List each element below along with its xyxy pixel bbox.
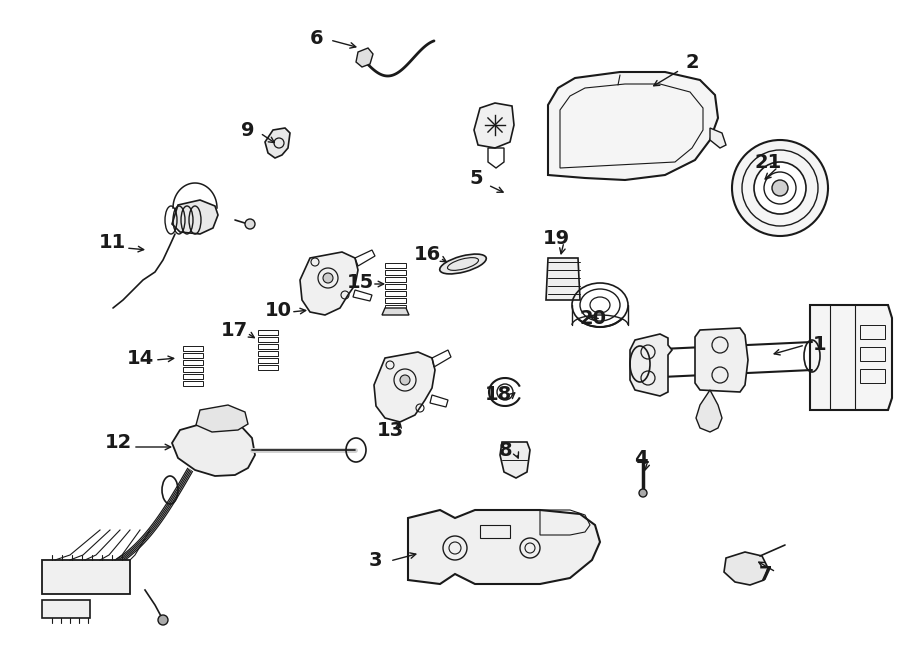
Polygon shape [724,552,768,585]
Polygon shape [546,258,580,300]
Text: 10: 10 [265,301,292,319]
Text: 8: 8 [500,440,513,459]
Text: 11: 11 [98,233,126,253]
Polygon shape [42,600,90,618]
Polygon shape [695,328,748,392]
Circle shape [639,489,647,497]
Text: 19: 19 [543,229,570,247]
Circle shape [245,219,255,229]
Polygon shape [196,405,248,432]
Text: 6: 6 [310,28,324,48]
Text: 1: 1 [814,336,827,354]
Text: 4: 4 [634,449,648,467]
Polygon shape [172,420,255,476]
Circle shape [158,615,168,625]
Text: 20: 20 [580,309,607,327]
Text: 14: 14 [126,348,154,368]
Circle shape [732,140,828,236]
Text: 2: 2 [685,52,698,71]
Text: 13: 13 [376,420,403,440]
Polygon shape [548,72,718,180]
Circle shape [323,273,333,283]
Text: 3: 3 [368,551,382,570]
Polygon shape [42,560,130,594]
Polygon shape [630,334,672,396]
Polygon shape [500,442,530,478]
Text: 16: 16 [413,245,441,264]
Circle shape [772,180,788,196]
Polygon shape [810,305,892,410]
Text: 12: 12 [104,434,131,453]
Circle shape [400,375,410,385]
Polygon shape [474,103,514,148]
Polygon shape [172,200,218,234]
Polygon shape [382,308,409,315]
Text: 21: 21 [754,153,781,171]
Polygon shape [710,128,726,148]
Polygon shape [696,390,722,432]
Ellipse shape [440,254,486,274]
Text: 17: 17 [220,321,248,340]
Text: 9: 9 [241,120,255,139]
Text: 7: 7 [760,566,773,584]
Text: 18: 18 [484,385,511,405]
Polygon shape [300,252,358,315]
Polygon shape [265,128,290,158]
Text: 5: 5 [469,169,482,188]
Polygon shape [408,510,600,584]
Polygon shape [356,48,373,67]
Circle shape [754,162,806,214]
Text: 15: 15 [346,272,374,292]
Polygon shape [374,352,435,422]
